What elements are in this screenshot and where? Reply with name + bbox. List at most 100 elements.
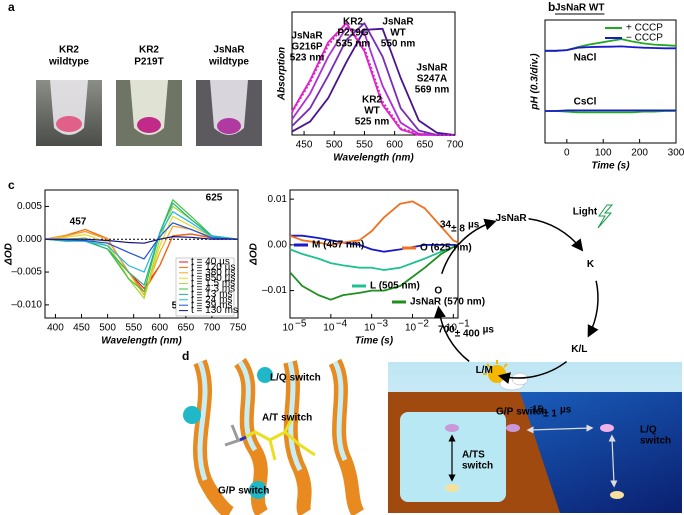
annotation: WT: [364, 106, 380, 117]
switch-residue: /: [276, 373, 279, 384]
panel-label: d: [182, 349, 189, 363]
light-label: Light: [573, 207, 598, 218]
x-tick-label: 700: [447, 140, 464, 151]
switch-word: switch: [290, 373, 321, 384]
x-tick-label: 200: [631, 148, 648, 159]
lightning: [597, 204, 614, 229]
switch-word: switch: [516, 407, 547, 418]
switch-residue: L: [640, 425, 646, 436]
legend-label: t = 40 µs: [191, 257, 230, 268]
switch-word: switch: [238, 486, 269, 497]
tube-label: KR2: [59, 45, 79, 56]
y-tick-label: –0.01: [262, 285, 287, 296]
legend-label: t = 4.3 ms: [191, 284, 235, 295]
switch-residue: /: [504, 407, 507, 418]
legend-label: t = 120 µs: [191, 262, 235, 273]
series-line: [289, 244, 459, 301]
x-tick-label: 550: [125, 323, 142, 334]
plot-frame: [291, 11, 456, 136]
x-tick-label: 10: [446, 323, 458, 334]
series-line: [45, 236, 238, 244]
series-line: [291, 22, 455, 136]
x-tick-label: 650: [177, 323, 194, 334]
tube-label: P219T: [134, 57, 163, 68]
time-value: 34: [440, 220, 452, 231]
annotation: WT: [390, 28, 406, 39]
time-unit: µs: [560, 405, 572, 416]
ocean-scene: [388, 360, 682, 513]
switch-residue: Q: [649, 425, 657, 436]
switch-residue: G: [218, 486, 226, 497]
series-line: [289, 244, 459, 271]
annotation: 569 nm: [415, 85, 450, 96]
time-error: ± 400: [455, 329, 480, 340]
legend-label: L (505 nm): [370, 281, 420, 292]
series-line: [44, 211, 239, 273]
annotation: JsNaR: [416, 63, 448, 74]
cycle-node: L/M: [476, 365, 493, 376]
tube-label: wildtype: [48, 57, 89, 68]
cycle-node: O: [434, 286, 442, 297]
x-tick-exponent: −3: [377, 319, 389, 330]
annotation: 550 nm: [381, 39, 416, 50]
tube-label: wildtype: [208, 57, 249, 68]
panel-label: a: [8, 0, 15, 14]
switch-residue: /: [226, 486, 229, 497]
cycle-arrow: [497, 360, 568, 384]
annotation: JsNaR: [382, 17, 414, 28]
legend-label: t = 850 µs: [191, 273, 235, 284]
series-line: [291, 27, 456, 136]
annotation: 535 nm: [336, 39, 371, 50]
series-line: [44, 222, 239, 260]
legend-label: t = 13 ms: [191, 289, 232, 300]
x-tick-label: 550: [356, 140, 373, 151]
x-tick-label: 10: [323, 323, 335, 334]
time-error: ± 8: [451, 224, 465, 235]
y-axis-label: Absorption: [277, 47, 288, 101]
x-axis-label: Wavelength (nm): [333, 153, 414, 164]
switch-residue: A: [462, 450, 469, 461]
legend-label: + CCCP: [626, 23, 663, 34]
x-tick-exponent: −1: [458, 319, 470, 330]
cycle-arrow: [441, 218, 497, 275]
series-line: [291, 22, 455, 136]
x-tick-exponent: −5: [295, 319, 307, 330]
x-tick-label: 500: [99, 323, 116, 334]
y-tick-label: 0.00: [268, 239, 288, 250]
switch-residue: TS: [472, 450, 485, 461]
x-tick-label: 750: [230, 323, 247, 334]
x-axis-label: Time (s): [355, 336, 394, 347]
annotation: 457: [70, 217, 87, 228]
time-value: 700: [438, 325, 455, 336]
cycle-node: K/L: [571, 344, 587, 355]
tube-photos: [36, 80, 262, 146]
time-value: 15: [532, 405, 544, 416]
tube-label: JsNaR: [213, 45, 245, 56]
panel-label: b: [548, 0, 555, 14]
x-tick-label: 10: [282, 323, 294, 334]
switch-residue: P: [507, 407, 514, 418]
switch-residue: Q: [279, 373, 287, 384]
chart-title: JsNaR WT: [555, 3, 604, 14]
legend-label: t = 380 µs: [191, 267, 235, 278]
series-line: [545, 110, 676, 114]
x-tick-label: 0: [564, 148, 570, 159]
x-tick-exponent: −4: [336, 319, 348, 330]
x-axis-label: Time (s): [591, 161, 630, 172]
series-line: [545, 109, 676, 112]
annotation: NaCl: [574, 53, 597, 64]
cycle-arrow: [433, 305, 470, 362]
series-line: [545, 45, 676, 52]
x-tick-label: 300: [668, 148, 684, 159]
time-unit: µs: [468, 220, 480, 231]
annotation: 523 nm: [290, 53, 325, 64]
annotation: CsCl: [574, 97, 597, 108]
cycle-arrow: [528, 217, 584, 252]
x-tick-exponent: −2: [418, 319, 430, 330]
x-tick-label: 700: [204, 323, 221, 334]
switch-word: switch: [462, 461, 493, 472]
annotation: 525 nm: [355, 117, 390, 128]
panel-label: c: [8, 178, 15, 192]
cycle-node: JsNaR: [495, 213, 527, 224]
